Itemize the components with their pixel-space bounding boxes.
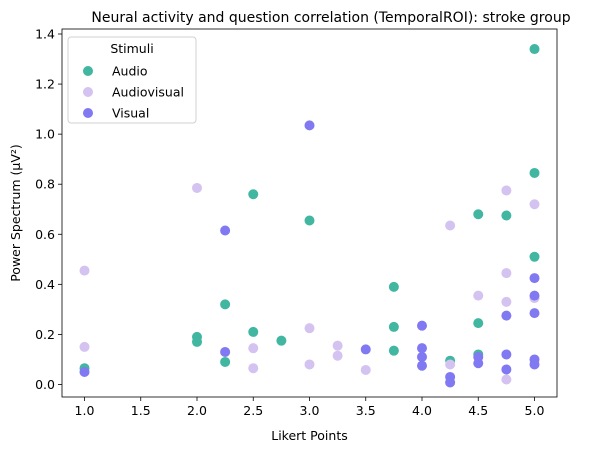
x-axis-label: Likert Points (271, 428, 347, 443)
point-audiovisual (501, 268, 512, 279)
point-visual (445, 377, 456, 388)
x-tick-label: 2.5 (243, 403, 263, 418)
point-audiovisual (248, 363, 259, 374)
legend-marker-audiovisual (83, 87, 93, 97)
legend-title: Stimuli (110, 41, 153, 56)
axis-ticks: 1.0 1.5 2.0 2.5 3.0 3.5 4.0 4.5 5.0 0.0 0.2 0.4 0.6 0… (35, 27, 544, 418)
point-audio (388, 321, 399, 332)
x-tick-label: 5.0 (525, 403, 545, 418)
point-visual (417, 351, 427, 362)
legend-marker-audio (83, 66, 93, 76)
point-visual (417, 320, 427, 331)
y-tick-label: 0.2 (35, 327, 55, 342)
point-audiovisual (248, 343, 259, 354)
x-tick-label: 2.0 (187, 403, 207, 418)
point-audio (529, 251, 540, 262)
point-audio (473, 318, 484, 329)
point-audiovisual (304, 359, 315, 370)
point-audiovisual (360, 364, 371, 375)
point-audiovisual (445, 359, 456, 370)
point-visual (473, 358, 484, 369)
point-audio (304, 215, 315, 226)
point-audiovisual (445, 220, 456, 231)
y-tick-label: 1.0 (35, 127, 55, 142)
point-visual (501, 349, 512, 360)
point-audio (220, 356, 231, 367)
legend-label-audiovisual: Audiovisual (112, 85, 184, 100)
point-audiovisual (332, 350, 343, 361)
data-points (79, 44, 540, 388)
point-visual (529, 273, 540, 284)
y-tick-label: 0.8 (35, 177, 55, 192)
point-audio (220, 299, 231, 310)
x-tick-label: 3.5 (356, 403, 376, 418)
plot-frame (61, 28, 558, 398)
point-visual (529, 290, 540, 301)
y-tick-label: 0.6 (35, 227, 55, 242)
point-visual (360, 344, 371, 355)
point-audiovisual (304, 323, 315, 334)
point-audiovisual (79, 341, 90, 352)
point-audiovisual (501, 296, 512, 307)
x-tick-label: 1.0 (75, 403, 95, 418)
point-audiovisual (79, 265, 90, 276)
legend-label-visual: Visual (112, 106, 149, 121)
point-audio (276, 335, 287, 346)
point-audiovisual (529, 199, 540, 210)
point-audio (192, 336, 202, 347)
point-audio (388, 281, 399, 292)
point-visual (529, 308, 540, 319)
point-visual (220, 225, 231, 236)
point-audiovisual (501, 185, 512, 196)
point-audio (529, 44, 540, 55)
y-tick-label: 1.2 (35, 77, 55, 92)
point-audio (501, 210, 512, 221)
point-visual (501, 310, 512, 321)
x-tick-label: 4.5 (468, 403, 488, 418)
x-tick-label: 1.5 (131, 403, 151, 418)
legend: Stimuli Audio Audiovisual Visual (67, 36, 197, 124)
x-tick-label: 3.0 (300, 403, 320, 418)
point-visual (220, 346, 231, 357)
point-audiovisual (332, 340, 343, 351)
chart-title: Neural activity and question correlation… (91, 10, 570, 26)
legend-box (67, 36, 197, 124)
point-audiovisual (501, 374, 512, 385)
y-tick-label: 0.4 (35, 277, 55, 292)
point-visual (417, 360, 427, 371)
legend-label-audio: Audio (112, 64, 148, 79)
point-audio (248, 326, 259, 337)
y-axis-label: Power Spectrum (µV²) (8, 144, 23, 282)
point-visual (79, 366, 90, 377)
point-audio (529, 167, 540, 178)
point-visual (304, 120, 315, 131)
legend-marker-visual (83, 108, 93, 118)
point-audiovisual (473, 290, 484, 301)
point-audiovisual (192, 182, 202, 193)
point-visual (529, 359, 540, 370)
x-tick-label: 4.0 (412, 403, 432, 418)
point-audio (388, 345, 399, 356)
y-tick-label: 1.4 (35, 27, 55, 42)
point-visual (501, 364, 512, 375)
point-audio (248, 189, 259, 200)
y-tick-label: 0.0 (35, 377, 55, 392)
point-visual (417, 343, 427, 354)
point-audio (473, 209, 484, 220)
